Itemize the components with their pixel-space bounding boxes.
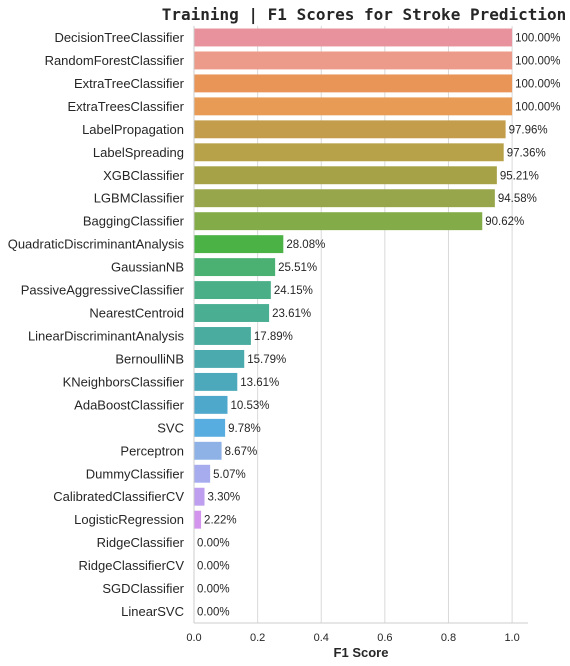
value-label: 9.78%	[228, 423, 261, 435]
category-label: AdaBoostClassifier	[74, 397, 184, 412]
bar	[194, 258, 276, 277]
category-label: GaussianNB	[111, 260, 184, 275]
category-label: DecisionTreeClassifier	[54, 30, 184, 45]
bar	[194, 441, 222, 460]
value-label: 2.22%	[204, 515, 237, 527]
category-label: QuadraticDiscriminantAnalysis	[8, 237, 185, 252]
bar	[194, 166, 497, 185]
bar	[194, 235, 284, 254]
bar	[194, 349, 245, 368]
bar	[194, 327, 251, 345]
bar	[194, 487, 205, 506]
value-label: 100.00%	[515, 55, 560, 67]
bar	[194, 464, 211, 483]
value-label: 13.61%	[240, 377, 279, 389]
x-tick-label: 0.2	[250, 632, 265, 644]
value-label: 5.07%	[213, 469, 246, 481]
value-label: 0.00%	[197, 584, 230, 596]
value-label: 97.96%	[509, 124, 548, 136]
bar	[194, 74, 513, 93]
category-labels: DecisionTreeClassifier RandomForestClassi…	[8, 30, 185, 619]
category-label: ExtraTreeClassifier	[74, 76, 185, 91]
value-label: 8.67%	[225, 446, 258, 458]
category-label: ExtraTreesClassifier	[67, 99, 184, 114]
category-label: LogisticRegression	[74, 512, 184, 527]
value-label: 90.62%	[485, 216, 524, 228]
grid-lines	[193, 26, 513, 623]
bar	[194, 372, 238, 391]
category-label: LinearSVC	[121, 604, 184, 619]
x-tick-label: 0.6	[377, 632, 392, 644]
value-label: 0.00%	[197, 538, 230, 550]
value-label: 24.15%	[274, 285, 313, 297]
bar	[194, 418, 226, 437]
category-label: SGDClassifier	[102, 581, 184, 596]
x-tick-label: 0.8	[441, 632, 456, 644]
category-label: RidgeClassifier	[97, 535, 185, 550]
category-label: BaggingClassifier	[83, 214, 185, 229]
value-label: 95.21%	[500, 170, 539, 182]
value-label: 100.00%	[515, 32, 560, 44]
value-label: 100.00%	[515, 101, 560, 113]
value-label: 0.00%	[197, 607, 230, 619]
category-label: PassiveAggressiveClassifier	[21, 283, 185, 298]
value-label: 97.36%	[507, 147, 546, 159]
x-tick-label: 0.0	[186, 632, 201, 644]
value-label: 0.00%	[197, 561, 230, 573]
category-label: CalibratedClassifierCV	[53, 489, 184, 504]
chart-title: Training | F1 Scores for Stroke Predicti…	[162, 5, 567, 25]
category-label: RidgeClassifierCV	[79, 558, 185, 573]
value-label: 94.58%	[498, 193, 537, 205]
value-label: 10.53%	[230, 400, 269, 412]
category-label: NearestCentroid	[89, 306, 184, 321]
category-label: LinearDiscriminantAnalysis	[28, 328, 185, 343]
bar	[194, 120, 506, 139]
value-label: 28.08%	[286, 239, 325, 251]
value-labels: 100.00% 100.00% 100.00% 100.00% 97.96% 97.36%…	[197, 32, 561, 618]
category-label: LGBMClassifier	[94, 191, 185, 206]
category-label: BernoulliNB	[115, 351, 184, 366]
bar	[194, 28, 513, 47]
x-tick-label: 1.0	[504, 632, 519, 644]
bar	[194, 510, 202, 529]
bars	[194, 28, 513, 529]
category-label: SVC	[157, 420, 184, 435]
category-label: KNeighborsClassifier	[63, 374, 185, 389]
bar	[194, 51, 513, 70]
value-label: 25.51%	[278, 262, 317, 274]
value-label: 3.30%	[207, 492, 240, 504]
category-label: RandomForestClassifier	[45, 53, 185, 68]
value-label: 100.00%	[515, 78, 560, 90]
category-label: Perceptron	[120, 443, 184, 458]
category-label: LabelPropagation	[82, 122, 184, 137]
axes: 0.0 0.2 0.4 0.6 0.8 1.0	[186, 26, 528, 644]
bar	[194, 281, 271, 300]
category-label: LabelSpreading	[93, 145, 184, 160]
bar	[194, 212, 483, 231]
bar	[194, 395, 228, 414]
x-tick-label: 0.4	[314, 632, 329, 644]
bar	[194, 97, 513, 116]
value-label: 17.89%	[254, 331, 293, 343]
x-axis-label: F1 Score	[334, 645, 389, 660]
bar	[194, 304, 270, 322]
value-label: 23.61%	[272, 308, 311, 320]
category-label: XGBClassifier	[103, 168, 185, 183]
category-label: DummyClassifier	[86, 466, 185, 481]
bar	[194, 143, 504, 162]
bar	[194, 189, 495, 208]
value-label: 15.79%	[247, 354, 286, 366]
